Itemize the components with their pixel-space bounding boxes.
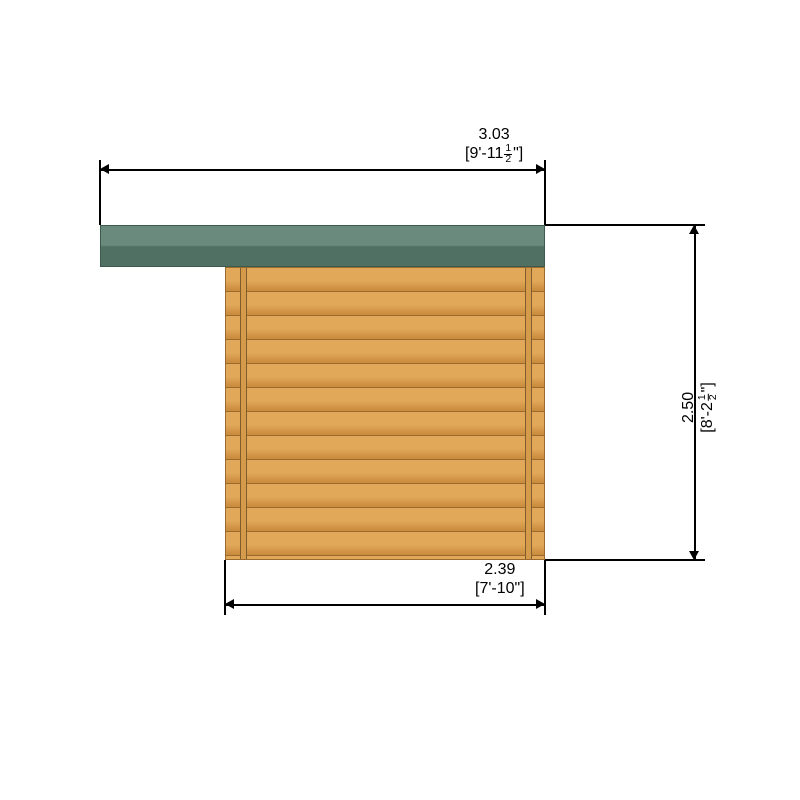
wall — [225, 267, 545, 560]
dim-bottom-label: 2.39[7'-10"] — [475, 560, 525, 598]
dim-right-label: 2.50[8'-212"] — [679, 382, 718, 433]
dim-top-label: 3.03[9'-1112"] — [465, 125, 523, 164]
roof — [100, 225, 545, 267]
